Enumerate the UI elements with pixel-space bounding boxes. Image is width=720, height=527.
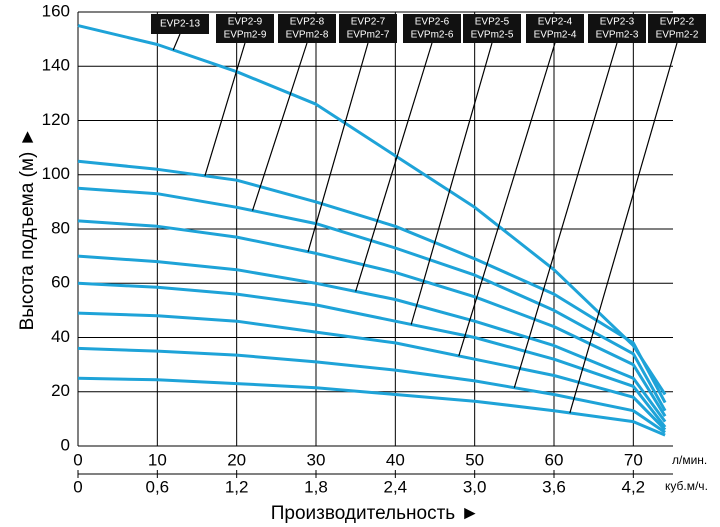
- legend-label: EVPm2-2: [656, 30, 699, 41]
- legend-label: EVP2-3: [600, 17, 635, 28]
- curve: [77, 281, 667, 428]
- legend-label: EVP2-6: [415, 17, 450, 28]
- legend-box: [648, 14, 706, 43]
- curve: [77, 24, 667, 396]
- y-tick-label: 100: [42, 164, 70, 183]
- x-tick-label: 60: [545, 450, 564, 469]
- y-tick-label: 120: [42, 110, 70, 129]
- x-tick-label: 0: [73, 450, 82, 469]
- y-tick-label: 40: [51, 327, 70, 346]
- x-tick-label: 20: [227, 450, 246, 469]
- legend-label: EVP2-2: [660, 17, 695, 28]
- legend-label: EVP2-9: [228, 17, 263, 28]
- x2-tick-label: 3,6: [542, 477, 566, 496]
- leader-line: [458, 42, 556, 357]
- legend-box: [216, 14, 274, 43]
- x2-tick-label: 1,8: [304, 477, 328, 496]
- curve: [77, 159, 667, 404]
- x-unit: л/мин.: [672, 453, 707, 467]
- legend-label: EVP2-4: [538, 17, 573, 28]
- curve: [77, 346, 666, 434]
- leader-line: [569, 42, 678, 414]
- leader-line: [251, 42, 308, 211]
- legend-label: EVP2-8: [290, 17, 325, 28]
- y-tick-label: 60: [51, 273, 70, 292]
- legend-label: EVPm2-3: [596, 30, 639, 41]
- legend-box: [526, 14, 584, 43]
- x-tick-label: 30: [307, 450, 326, 469]
- x2-tick-label: 1,2: [225, 477, 249, 496]
- legend-label: EVP2-7: [351, 17, 386, 28]
- x-tick-label: 70: [624, 450, 643, 469]
- x2-tick-label: 2,4: [384, 477, 408, 496]
- y-tick-label: 0: [61, 435, 70, 454]
- y-axis-label: Высота подъема (м) ►: [17, 128, 38, 331]
- x-tick-label: 10: [148, 450, 167, 469]
- legend-box: [278, 14, 336, 43]
- curve: [77, 376, 666, 437]
- x2-tick-label: 0: [73, 477, 82, 496]
- legend-label: EVPm2-6: [411, 30, 454, 41]
- curve: [77, 311, 667, 431]
- legend-box: [403, 14, 461, 43]
- leader-line: [204, 42, 246, 177]
- legend-box: [151, 14, 209, 34]
- legend-label: EVPm2-5: [471, 30, 514, 41]
- curve: [77, 254, 667, 423]
- curve: [77, 219, 667, 417]
- leader-line: [513, 42, 618, 388]
- y-tick-label: 80: [51, 218, 70, 237]
- x-tick-label: 50: [465, 450, 484, 469]
- legend-label: EVPm2-8: [286, 30, 329, 41]
- y-tick-label: 160: [42, 1, 70, 20]
- x-axis-label: Производительность ►: [271, 503, 480, 524]
- leader-line: [410, 42, 493, 325]
- x-tick-label: 40: [386, 450, 405, 469]
- legend-label: EVPm2-4: [534, 30, 577, 41]
- x2-tick-label: 4,2: [622, 477, 646, 496]
- leader-line: [172, 33, 181, 51]
- y-tick-label: 140: [42, 56, 70, 75]
- x2-tick-label: 3,0: [463, 477, 487, 496]
- x2-tick-label: 0,6: [146, 477, 170, 496]
- legend-label: EVPm2-9: [224, 30, 267, 41]
- legend-label: EVPm2-7: [347, 30, 390, 41]
- legend-box: [463, 14, 521, 43]
- curve: [77, 186, 667, 412]
- leader-line: [307, 42, 369, 252]
- legend-box: [588, 14, 646, 43]
- legend-label: EVP2-5: [475, 17, 510, 28]
- legend-box: [339, 14, 397, 43]
- leader-line: [355, 42, 433, 292]
- y-tick-label: 20: [51, 381, 70, 400]
- x2-unit: куб.м/ч.: [665, 479, 708, 493]
- legend-label: EVP2-13: [160, 19, 200, 30]
